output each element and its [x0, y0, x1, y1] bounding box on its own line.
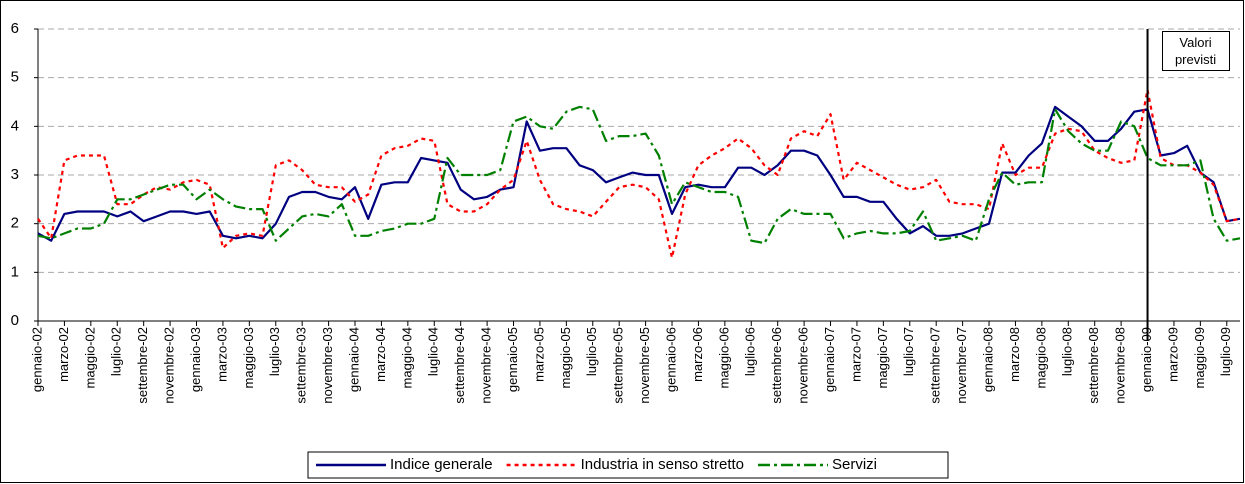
x-tick-label: marzo-04 — [373, 327, 388, 382]
x-tick-label: gennaio-04 — [346, 327, 361, 392]
x-tick-label: marzo-02 — [56, 327, 71, 382]
x-tick-label: settembre-04 — [452, 327, 467, 404]
y-tick-label: 4 — [11, 117, 19, 134]
x-tick-label: novembre-08 — [1113, 327, 1128, 404]
x-tick-label: maggio-02 — [82, 327, 97, 388]
x-tick-label: marzo-09 — [1165, 327, 1180, 382]
x-tick-label: luglio-09 — [1218, 327, 1233, 376]
x-tick-label: novembre-05 — [637, 327, 652, 404]
legend-label: Indice generale — [390, 456, 493, 473]
series-line — [37, 105, 1241, 242]
x-tick-label: maggio-05 — [558, 327, 573, 388]
x-tick-label: settembre-03 — [294, 327, 309, 404]
legend-label: Industria in senso stretto — [581, 456, 744, 473]
series-line — [37, 88, 1241, 259]
x-tick-label: novembre-03 — [320, 327, 335, 404]
x-tick-label: gennaio-03 — [188, 327, 203, 392]
x-tick-label: luglio-08 — [1060, 327, 1075, 376]
legend-box — [307, 451, 949, 479]
x-tick-label: novembre-02 — [162, 327, 177, 404]
x-tick-label: gennaio-02 — [29, 327, 44, 392]
x-tick-label: maggio-04 — [399, 327, 414, 388]
x-tick-label: marzo-08 — [1007, 327, 1022, 382]
legend: Indice generale Industria in senso strett… — [307, 451, 949, 479]
y-tick-label: 6 — [11, 20, 19, 37]
annotation: Valori previsti — [1161, 31, 1230, 71]
x-tick-label: novembre-04 — [479, 327, 494, 404]
x-tick-label: marzo-05 — [531, 327, 546, 382]
y-tick-label: 3 — [11, 166, 19, 183]
x-tick-label: luglio-07 — [901, 327, 916, 376]
x-tick-label: marzo-06 — [690, 327, 705, 382]
x-tick-label: luglio-04 — [426, 327, 441, 376]
x-tick-label: maggio-03 — [241, 327, 256, 388]
x-tick-label: maggio-08 — [1033, 327, 1048, 388]
x-tick-label: gennaio-05 — [505, 327, 520, 392]
x-tick-label: maggio-07 — [875, 327, 890, 388]
x-tick-label: settembre-02 — [135, 327, 150, 404]
y-tick-label: 2 — [11, 215, 19, 232]
x-tick-label: gennaio-06 — [663, 327, 678, 392]
x-tick-label: maggio-06 — [716, 327, 731, 388]
x-tick-label: maggio-09 — [1192, 327, 1207, 388]
x-tick-label: gennaio-07 — [822, 327, 837, 392]
x-tick-label: luglio-02 — [109, 327, 124, 376]
x-tick-label: luglio-05 — [584, 327, 599, 376]
x-tick-label: novembre-06 — [796, 327, 811, 404]
legend-label: Servizi — [832, 456, 877, 473]
x-tick-label: gennaio-09 — [1139, 327, 1154, 392]
x-tick-label: novembre-07 — [954, 327, 969, 404]
x-tick-label: marzo-07 — [848, 327, 863, 382]
series-line — [37, 105, 1241, 245]
x-tick-label: settembre-05 — [611, 327, 626, 404]
x-tick-label: gennaio-08 — [980, 327, 995, 392]
x-tick-label: settembre-06 — [769, 327, 784, 404]
x-tick-label: luglio-03 — [267, 327, 282, 376]
y-tick-label: 0 — [11, 312, 19, 329]
x-tick-label: luglio-06 — [743, 327, 758, 376]
y-tick-label: 1 — [11, 263, 19, 280]
x-tick-label: settembre-08 — [1086, 327, 1101, 404]
x-tick-label: marzo-03 — [214, 327, 229, 382]
y-tick-label: 5 — [11, 69, 19, 86]
x-tick-label: settembre-07 — [928, 327, 943, 404]
